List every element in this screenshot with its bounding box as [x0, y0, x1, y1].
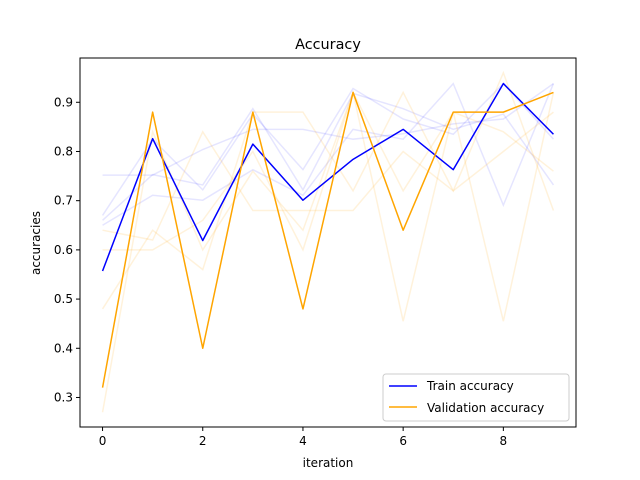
plot-frame	[79, 57, 577, 428]
x-axis: 0 2 4 6 8	[99, 427, 507, 448]
y-tick-label: 0.9	[54, 95, 73, 109]
y-tick-label: 0.7	[54, 194, 73, 208]
train-background-run-2	[102, 82, 555, 226]
y-axis: 0.3 0.4 0.5 0.6 0.7 0.8 0.9	[54, 95, 80, 404]
train-background-run-0	[102, 82, 554, 176]
series-lines	[101, 82, 554, 388]
legend-box	[382, 373, 570, 422]
y-tick-label: 0.4	[54, 341, 73, 355]
y-tick-label: 0.8	[54, 144, 73, 158]
validation-accuracy-line	[101, 91, 554, 388]
y-tick-label: 0.6	[54, 243, 73, 257]
train-background-run-1	[101, 82, 555, 216]
legend-label-train: Train accuracy	[426, 379, 514, 393]
x-tick-label: 0	[99, 434, 107, 448]
background-runs	[101, 70, 555, 413]
y-axis-label: accuracies	[29, 211, 43, 275]
legend-label-validation: Validation accuracy	[427, 401, 544, 415]
legend: Train accuracy Validation accuracy	[382, 373, 570, 422]
y-tick-label: 0.3	[54, 390, 73, 404]
validation-background-run-0	[102, 111, 554, 241]
validation-background-run-1	[101, 70, 555, 310]
x-axis-label: iteration	[303, 456, 354, 470]
train-background-run-3	[102, 92, 555, 221]
x-tick-label: 2	[199, 434, 207, 448]
x-tick-label: 8	[500, 434, 508, 448]
x-tick-label: 4	[299, 434, 307, 448]
chart-title: Accuracy	[295, 37, 361, 53]
x-tick-label: 6	[399, 434, 407, 448]
y-tick-label: 0.5	[54, 292, 73, 306]
train-accuracy-line	[101, 82, 554, 272]
validation-background-run-3	[102, 89, 555, 322]
